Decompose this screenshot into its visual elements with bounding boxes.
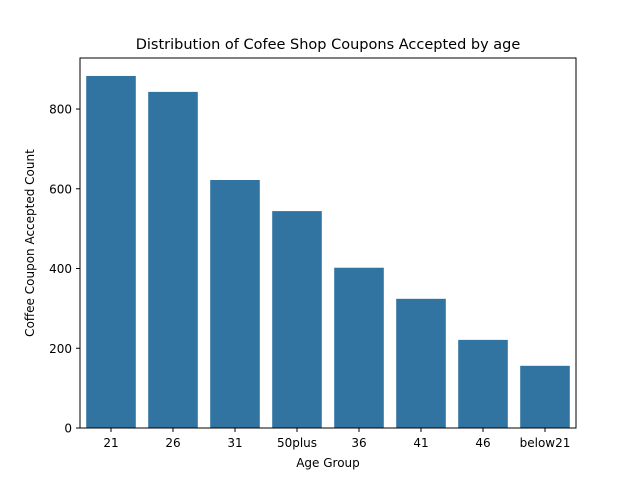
bar-21 xyxy=(86,75,136,429)
x-tick-label: below21 xyxy=(520,436,571,450)
bar-36 xyxy=(334,267,384,428)
x-tick-label: 36 xyxy=(351,436,366,450)
y-tick-label: 800 xyxy=(49,103,72,117)
y-tick-label: 600 xyxy=(49,182,72,196)
y-tick-label: 400 xyxy=(49,262,72,276)
x-axis-ticks: 21 26 31 50plus 36 41 46 below21 xyxy=(103,428,570,450)
bar-below21 xyxy=(520,365,570,428)
plot-frame xyxy=(79,57,577,429)
bar-26 xyxy=(148,91,198,429)
bar-46 xyxy=(458,339,508,428)
y-tick-label: 0 xyxy=(64,422,72,436)
x-tick-label: 41 xyxy=(413,436,428,450)
bars-group xyxy=(86,75,570,429)
bar-50plus xyxy=(272,211,322,428)
chart-title: Distribution of Cofee Shop Coupons Accep… xyxy=(136,37,521,53)
y-axis-ticks: 0 200 400 600 800 xyxy=(49,103,80,436)
y-axis-label: Coffee Coupon Accepted Count xyxy=(23,149,37,337)
x-tick-label: 46 xyxy=(475,436,490,450)
y-tick-label: 200 xyxy=(49,342,72,356)
x-tick-label: 50plus xyxy=(277,436,317,450)
x-tick-label: 21 xyxy=(103,436,118,450)
bar-31 xyxy=(210,180,260,428)
x-tick-label: 31 xyxy=(227,436,242,450)
x-axis-label: Age Group xyxy=(296,456,360,470)
x-tick-label: 26 xyxy=(165,436,180,450)
bar-41 xyxy=(396,298,446,428)
